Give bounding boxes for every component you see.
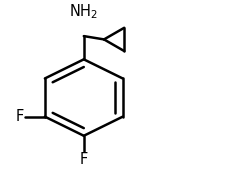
Text: F: F (79, 151, 88, 167)
Text: NH$_2$: NH$_2$ (69, 2, 98, 21)
Text: F: F (15, 109, 23, 124)
